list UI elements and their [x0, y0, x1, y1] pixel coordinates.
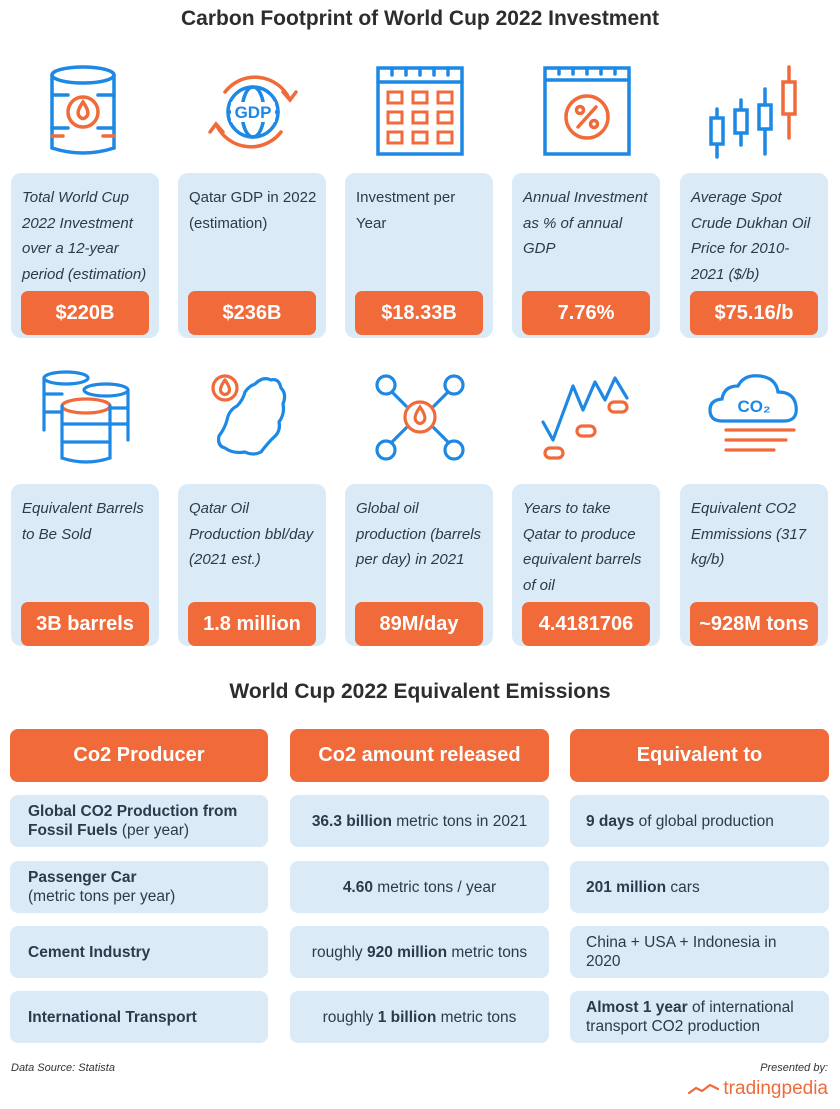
stat-card-equivalent-barrels: Equivalent Barrels to Be Sold 3B barrels: [11, 484, 159, 646]
table-cell-producer: Global CO2 Production from Fossil Fuels …: [10, 795, 268, 847]
stat-value: 7.76%: [522, 291, 650, 335]
equiv-pre: China + USA + Indonesia in 2020: [586, 934, 777, 970]
page-title: Carbon Footprint of World Cup 2022 Inves…: [181, 7, 659, 30]
stat-value: $220B: [21, 291, 149, 335]
amount-value: 1 billion: [377, 1008, 437, 1026]
producer-note: (per year): [117, 822, 190, 839]
co2-icon-text: CO₂: [737, 397, 770, 416]
table-cell-equivalent: China + USA + Indonesia in 2020: [570, 926, 829, 978]
producer-name: Global CO2 Production from Fossil Fuels: [28, 803, 238, 839]
producer-name: Cement Industry: [28, 943, 151, 961]
stat-card-oil-price: Average Spot Crude Dukhan Oil Price for …: [680, 173, 828, 338]
table-cell-producer: Passenger Car (metric tons per year): [10, 861, 268, 913]
stat-value: $236B: [188, 291, 316, 335]
calendar-icon: [370, 62, 470, 162]
amount-unit: metric tons in 2021: [391, 812, 528, 830]
producer-note: (metric tons per year): [28, 888, 176, 905]
candlestick-icon: [704, 62, 804, 162]
table-header-producer: Co2 Producer: [10, 729, 268, 782]
data-source: Data Source: Statista: [11, 1062, 115, 1074]
stat-value: 3B barrels: [21, 602, 149, 646]
producer-name: International Transport: [28, 1008, 197, 1026]
stat-card-investment-share-gdp: Annual Investment as % of annual GDP 7.7…: [512, 173, 660, 338]
stat-value: ~928M tons: [690, 602, 818, 646]
table-cell-equivalent: 9 days of global production: [570, 795, 829, 847]
gdp-cycle-icon: GDP: [203, 62, 303, 162]
amount-value: 36.3 billion: [311, 812, 392, 830]
table-cell-amount: 36.3 billion metric tons in 2021: [290, 795, 549, 847]
stat-card-qatar-production: Qatar Oil Production bbl/day (2021 est.)…: [178, 484, 326, 646]
table-header-amount: Co2 amount released: [290, 729, 549, 782]
brand-logo[interactable]: tradingpedia: [688, 1078, 828, 1100]
gdp-icon-text: GDP: [235, 103, 272, 122]
stat-value: 89M/day: [355, 602, 483, 646]
table-cell-equivalent: Almost 1 year of international transport…: [570, 991, 829, 1043]
stat-value: $18.33B: [355, 291, 483, 335]
amount-unit: metric tons: [447, 943, 528, 961]
amount-value: 920 million: [366, 943, 448, 961]
table-cell-producer: International Transport: [10, 991, 268, 1043]
trend-arrow-icon: [688, 1083, 720, 1095]
table-title: World Cup 2022 Equivalent Emissions: [229, 680, 611, 703]
co2-cloud-icon: CO₂: [704, 366, 804, 466]
equiv-rest: of global production: [634, 812, 774, 830]
table-cell-amount: roughly 1 billion metric tons: [290, 991, 549, 1043]
stat-label: Global oil production (barrels per day) …: [356, 500, 482, 568]
oil-barrel-icon: [33, 62, 133, 162]
producer-name: Passenger Car: [28, 869, 137, 886]
stat-label: Average Spot Crude Dukhan Oil Price for …: [691, 189, 811, 283]
stat-card-total-investment: Total World Cup 2022 Investment over a 1…: [11, 173, 159, 338]
table-cell-producer: Cement Industry: [10, 926, 268, 978]
amount-pre: roughly: [322, 1008, 378, 1026]
table-cell-equivalent: 201 million cars: [570, 861, 829, 913]
stat-label: Equivalent CO2 Emmissions (317 kg/b): [691, 500, 807, 568]
qatar-map-icon: [203, 370, 303, 470]
equiv-value: 201 million: [586, 878, 667, 896]
stat-label: Equivalent Barrels to Be Sold: [22, 500, 144, 543]
amount-pre: roughly: [311, 943, 367, 961]
stat-label: Total World Cup 2022 Investment over a 1…: [22, 189, 147, 283]
stat-value: 1.8 million: [188, 602, 316, 646]
table-header-equivalent: Equivalent to: [570, 729, 829, 782]
table-cell-amount: roughly 920 million metric tons: [290, 926, 549, 978]
stat-label: Annual Investment as % of annual GDP: [523, 189, 648, 257]
stat-label: Years to take Qatar to produce equivalen…: [523, 500, 642, 594]
stat-card-years-to-produce: Years to take Qatar to produce equivalen…: [512, 484, 660, 646]
stat-value: 4.4181706: [522, 602, 650, 646]
stat-label: Qatar GDP in 2022 (estimation): [189, 189, 317, 232]
percent-calendar-icon: [537, 62, 637, 162]
stat-card-investment-per-year: Investment per Year $18.33B: [345, 173, 493, 338]
presented-by: Presented by:: [760, 1062, 828, 1074]
table-cell-amount: 4.60 metric tons / year: [290, 861, 549, 913]
equiv-rest: of international transport CO2 productio…: [586, 999, 794, 1035]
brand-name: tradingpedia: [723, 1078, 828, 1099]
stat-label: Qatar Oil Production bbl/day (2021 est.): [189, 500, 314, 568]
equiv-rest: cars: [666, 878, 700, 896]
equiv-value: Almost 1 year: [586, 999, 688, 1016]
amount-unit: metric tons / year: [372, 878, 497, 896]
amount-unit: metric tons: [436, 1008, 517, 1026]
stat-card-co2-emissions: Equivalent CO2 Emmissions (317 kg/b) ~92…: [680, 484, 828, 646]
stat-value: $75.16/b: [690, 291, 818, 335]
stat-card-global-production: Global oil production (barrels per day) …: [345, 484, 493, 646]
oil-trend-icon: [537, 370, 637, 470]
amount-value: 4.60: [342, 878, 373, 896]
barrels-stack-icon: [36, 368, 136, 468]
oil-network-icon: [370, 368, 470, 468]
stat-card-qatar-gdp: Qatar GDP in 2022 (estimation) $236B: [178, 173, 326, 338]
stat-label: Investment per Year: [356, 189, 456, 232]
equiv-value: 9 days: [586, 812, 635, 830]
